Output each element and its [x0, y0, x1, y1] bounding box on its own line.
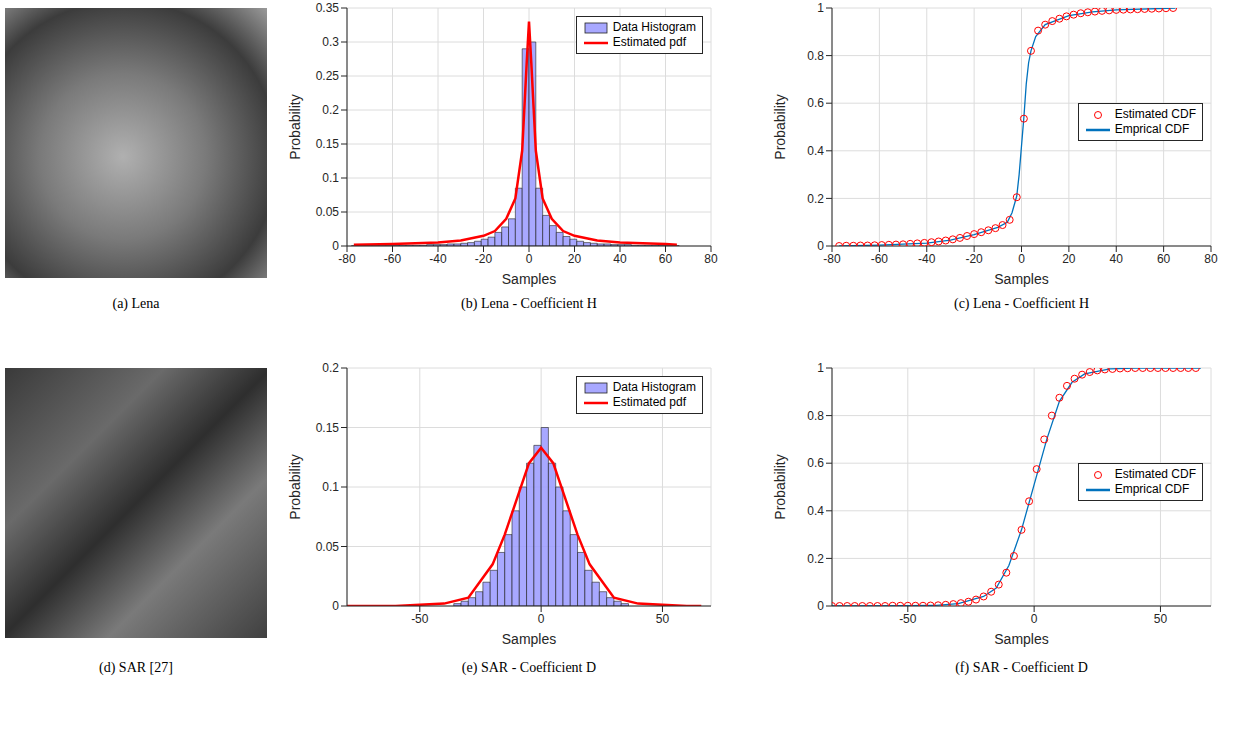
svg-text:60: 60	[1157, 252, 1171, 266]
svg-text:0.1: 0.1	[322, 171, 339, 185]
svg-text:0: 0	[526, 252, 533, 266]
svg-text:0: 0	[817, 239, 824, 253]
html-text:(e) SAR - Coefficient D: (e) SAR - Coefficient D	[461, 660, 597, 675]
html-text:Data Histogram: Data Histogram	[612, 20, 696, 34]
svg-text:0.15: 0.15	[316, 421, 340, 435]
svg-text:0.6: 0.6	[807, 456, 824, 470]
svg-text:Samples: Samples	[502, 271, 556, 287]
svg-text:0.1: 0.1	[322, 480, 339, 494]
svg-text:50: 50	[1154, 612, 1168, 626]
html-text:Emprical CDF: Emprical CDF	[1114, 122, 1190, 137]
svg-text:Probability: Probability	[772, 454, 788, 519]
svg-text:Probability: Probability	[772, 94, 788, 159]
svg-text:0: 0	[1018, 252, 1025, 266]
html-text:Estimated CDF: Estimated CDF	[1114, 467, 1196, 482]
html-text:(d) SAR [27]: (d) SAR [27]	[99, 660, 173, 675]
svg-text:0: 0	[817, 599, 824, 613]
svg-text:0.2: 0.2	[807, 192, 824, 206]
svg-text:0: 0	[332, 599, 339, 613]
svg-text:0.15: 0.15	[316, 137, 340, 151]
svg-text:-40: -40	[429, 252, 447, 266]
svg-text:0.2: 0.2	[322, 103, 339, 117]
svg-text:Samples: Samples	[994, 631, 1048, 647]
svg-text:Probability: Probability	[287, 94, 303, 159]
html-text:(a) Lena: (a) Lena	[112, 296, 160, 311]
svg-text:1: 1	[817, 361, 824, 375]
svg-text:0.6: 0.6	[807, 96, 824, 110]
svg-text:0.05: 0.05	[316, 205, 340, 219]
svg-text:0.8: 0.8	[807, 409, 824, 423]
html-text:Estimated CDF: Estimated CDF	[1114, 107, 1196, 122]
svg-text:0: 0	[538, 612, 545, 626]
svg-text:0.4: 0.4	[807, 144, 824, 158]
html-text:(b) Lena - Coefficient H: (b) Lena - Coefficient H	[461, 296, 597, 311]
svg-text:80: 80	[1204, 252, 1218, 266]
svg-text:-40: -40	[918, 252, 936, 266]
svg-text:60: 60	[659, 252, 673, 266]
html-text:Estimated pdf: Estimated pdf	[612, 35, 686, 49]
svg-text:-80: -80	[823, 252, 841, 266]
svg-text:-50: -50	[899, 612, 917, 626]
svg-text:0.35: 0.35	[316, 1, 340, 15]
svg-text:-60: -60	[871, 252, 889, 266]
svg-text:0.05: 0.05	[316, 540, 340, 554]
svg-text:0: 0	[332, 239, 339, 253]
svg-text:0.4: 0.4	[807, 504, 824, 518]
html-text:Emprical CDF: Emprical CDF	[1114, 482, 1190, 497]
svg-text:0.3: 0.3	[322, 35, 339, 49]
svg-text:Samples: Samples	[502, 631, 556, 647]
svg-text:40: 40	[1110, 252, 1124, 266]
svg-text:-60: -60	[384, 252, 402, 266]
svg-text:-20: -20	[965, 252, 983, 266]
html-text:(f) SAR - Coefficient D: (f) SAR - Coefficient D	[955, 660, 1088, 675]
svg-text:Samples: Samples	[994, 271, 1048, 287]
svg-text:-80: -80	[338, 252, 356, 266]
svg-text:40: 40	[613, 252, 627, 266]
svg-text:Probability: Probability	[287, 454, 303, 519]
svg-text:-50: -50	[411, 612, 429, 626]
svg-text:80: 80	[704, 252, 718, 266]
html-text:Data Histogram: Data Histogram	[612, 380, 696, 394]
svg-text:20: 20	[1062, 252, 1076, 266]
svg-text:1: 1	[817, 1, 824, 15]
svg-text:0.25: 0.25	[316, 69, 340, 83]
svg-text:0.2: 0.2	[807, 552, 824, 566]
svg-text:0.8: 0.8	[807, 49, 824, 63]
svg-text:20: 20	[568, 252, 582, 266]
html-text:(c) Lena - Coefficient H: (c) Lena - Coefficient H	[954, 296, 1089, 311]
html-text:Estimated pdf: Estimated pdf	[612, 395, 686, 409]
svg-text:-20: -20	[475, 252, 493, 266]
svg-text:50: 50	[656, 612, 670, 626]
svg-text:0.2: 0.2	[322, 361, 339, 375]
svg-text:0: 0	[1031, 612, 1038, 626]
